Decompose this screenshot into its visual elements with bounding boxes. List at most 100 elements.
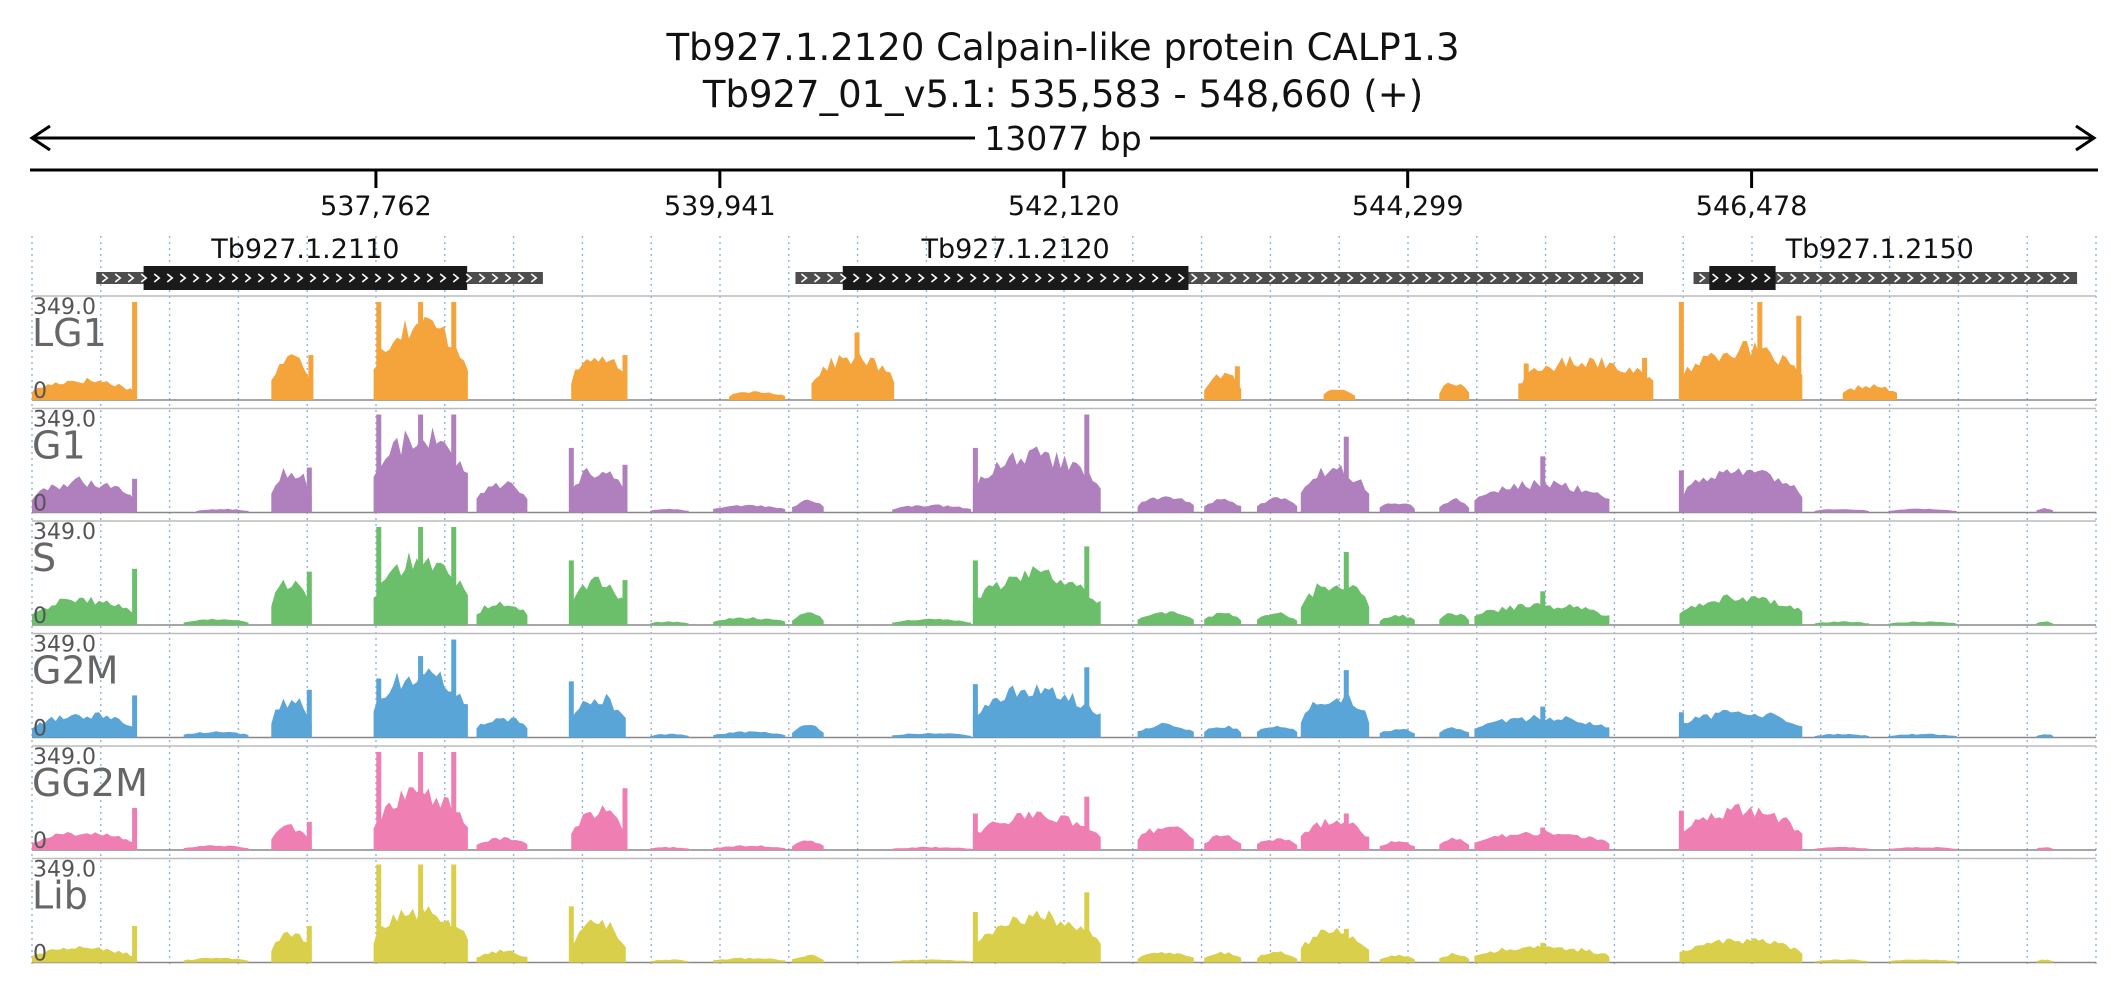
coverage-region [1379, 729, 1415, 738]
y-min-label: 0 [33, 492, 47, 517]
coverage-region [1679, 709, 1803, 738]
track-name: S [32, 536, 56, 580]
coverage-region [1257, 725, 1298, 738]
coverage-region [1137, 722, 1194, 738]
gene-label: Tb927.1.2150 [1785, 234, 1974, 265]
coverage-region [1888, 959, 1957, 963]
coverage-spike [376, 752, 382, 850]
coverage-spike [568, 681, 574, 738]
coverage-spike [306, 689, 312, 738]
coverage-region [1518, 355, 1654, 400]
coverage-spike [972, 684, 978, 738]
coverage-region [2036, 847, 2054, 850]
coverage-spike [622, 580, 628, 625]
coverage-region [183, 845, 249, 850]
coverage-spike [418, 302, 424, 400]
coverage-region [1204, 835, 1242, 850]
span-arrow: 13077 bp [29, 119, 2097, 158]
coverage-region [1679, 937, 1803, 963]
coverage-region [1439, 837, 1470, 850]
coverage-spike [1084, 546, 1090, 625]
coverage-region [1439, 952, 1470, 963]
coverage-region [892, 733, 972, 738]
coverage-spike [972, 911, 978, 963]
coverage-spike [451, 752, 457, 850]
coverage-spike [132, 478, 138, 513]
coverage-spike [451, 527, 457, 625]
coverage-spike [1642, 357, 1648, 400]
coverage-spike [306, 821, 312, 850]
coverage-region [196, 508, 249, 513]
track-g1: 349.0G1 0 [32, 408, 2096, 517]
coverage-region [972, 566, 1101, 625]
coverage-spike [972, 560, 978, 625]
coverage-spike [1343, 436, 1349, 513]
coverage-region [1137, 611, 1194, 625]
span-label: 13077 bp [984, 119, 1141, 158]
x-axis-ticks: 537,762 539,941 542,120 544,299 546,478 [320, 170, 1807, 222]
coverage-spike [376, 302, 382, 400]
chart-title: Tb927.1.2120 Calpain-like protein CALP1.… [665, 26, 1459, 69]
coverage-spike [568, 560, 574, 625]
coverage-spike [132, 302, 138, 400]
coverage-spike [376, 678, 382, 738]
coverage-region [1204, 498, 1242, 513]
coverage-region [1439, 727, 1470, 738]
coverage-region [1842, 384, 1897, 400]
coverage-spike [622, 788, 628, 850]
coverage-spike [1678, 810, 1684, 850]
coverage-region [32, 832, 135, 850]
coverage-region [476, 949, 528, 963]
coverage-region [476, 837, 528, 850]
coverage-region [650, 508, 689, 513]
gene-label: Tb927.1.2120 [921, 234, 1110, 265]
coverage-region [892, 618, 972, 625]
coverage-region [713, 731, 786, 738]
coverage-region [729, 391, 786, 400]
coverage-spike [1343, 670, 1349, 738]
gene-models: Tb927.1.2110 Tb927.1.2120 Tb927.1.2150 [96, 234, 2078, 290]
coverage-spike [1084, 667, 1090, 738]
coverage-region [1204, 725, 1242, 738]
coverage-region [476, 717, 528, 738]
y-min-label: 0 [33, 604, 47, 629]
coverage-spike [376, 864, 382, 963]
coverage-region [1888, 847, 1957, 850]
coverage-region [792, 840, 824, 850]
coverage-spike [622, 355, 628, 400]
y-max-label: 349.0 [33, 295, 96, 320]
coverage-region [1379, 954, 1415, 963]
coverage-spike [451, 639, 457, 738]
coverage-region [713, 504, 786, 513]
y-max-label: 349.0 [33, 858, 96, 883]
coverage-region [271, 698, 312, 738]
coverage-region [972, 811, 1101, 850]
coverage-region [792, 499, 824, 513]
coverage-spike [622, 464, 628, 513]
coverage-region [571, 576, 626, 625]
coverage-region [1300, 694, 1370, 738]
coverage-region [1323, 389, 1356, 400]
track-name: G2M [32, 649, 118, 693]
y-min-label: 0 [33, 829, 47, 854]
coverage-region [32, 946, 135, 963]
coverage-region [1814, 733, 1869, 738]
coverage-region [1679, 594, 1803, 625]
gene-strand-chevrons [101, 273, 538, 283]
coverage-spike [376, 527, 382, 625]
coverage-region [1257, 497, 1298, 513]
coverage-region [32, 377, 135, 400]
x-tick-label: 542,120 [1008, 191, 1120, 222]
coverage-spike [418, 752, 424, 850]
coverage-spike [418, 656, 424, 738]
coverage-region [2036, 508, 2054, 513]
coverage-region [32, 712, 135, 738]
coverage-region [1300, 464, 1370, 513]
coverage-spike [1234, 366, 1240, 400]
coverage-spike [1540, 456, 1546, 513]
coverage-region [892, 959, 972, 963]
